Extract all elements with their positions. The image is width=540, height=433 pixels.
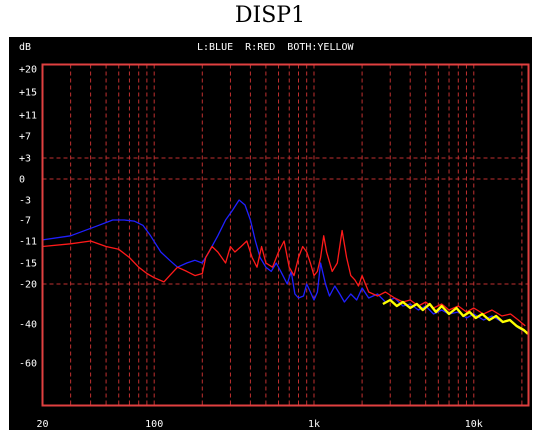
y-tick-label: +15 (19, 88, 37, 99)
analyzer-display: dB L:BLUE R:RED BOTH:YELLOW +20 +15 +11 +7 +… (9, 37, 532, 430)
x-tick-labels: 20 100 1k 10k (36, 419, 482, 430)
y-tick-label: -7 (19, 216, 31, 227)
y-tick-label: -11 (19, 237, 37, 248)
y-tick-label: +11 (19, 111, 37, 122)
y-tick-label: +3 (19, 154, 31, 165)
y-tick-label: +7 (19, 132, 31, 143)
y-tick-label: -20 (19, 280, 37, 291)
x-tick-label: 1k (308, 419, 320, 430)
y-tick-label: -3 (19, 196, 31, 207)
grid (43, 65, 529, 406)
series-layer (43, 200, 528, 334)
x-tick-label: 10k (465, 419, 483, 430)
y-tick-label: -15 (19, 259, 37, 270)
legend: L:BLUE R:RED BOTH:YELLOW (197, 42, 355, 53)
plot-frame (43, 65, 529, 406)
y-tick-labels: +20 +15 +11 +7 +3 0 -3 -7 -11 -15 -20 -40 -60 (19, 65, 37, 370)
x-tick-label: 20 (36, 419, 48, 430)
y-tick-label: -60 (19, 359, 37, 370)
page-title: DISP1 (0, 3, 540, 28)
y-tick-label: +20 (19, 65, 37, 76)
x-tick-label: 100 (145, 419, 163, 430)
y-tick-label: -40 (19, 320, 37, 331)
y-axis-label: dB (19, 42, 31, 53)
y-tick-label: 0 (19, 175, 25, 186)
frequency-response-chart: dB L:BLUE R:RED BOTH:YELLOW +20+15+11+7+… (9, 37, 532, 430)
